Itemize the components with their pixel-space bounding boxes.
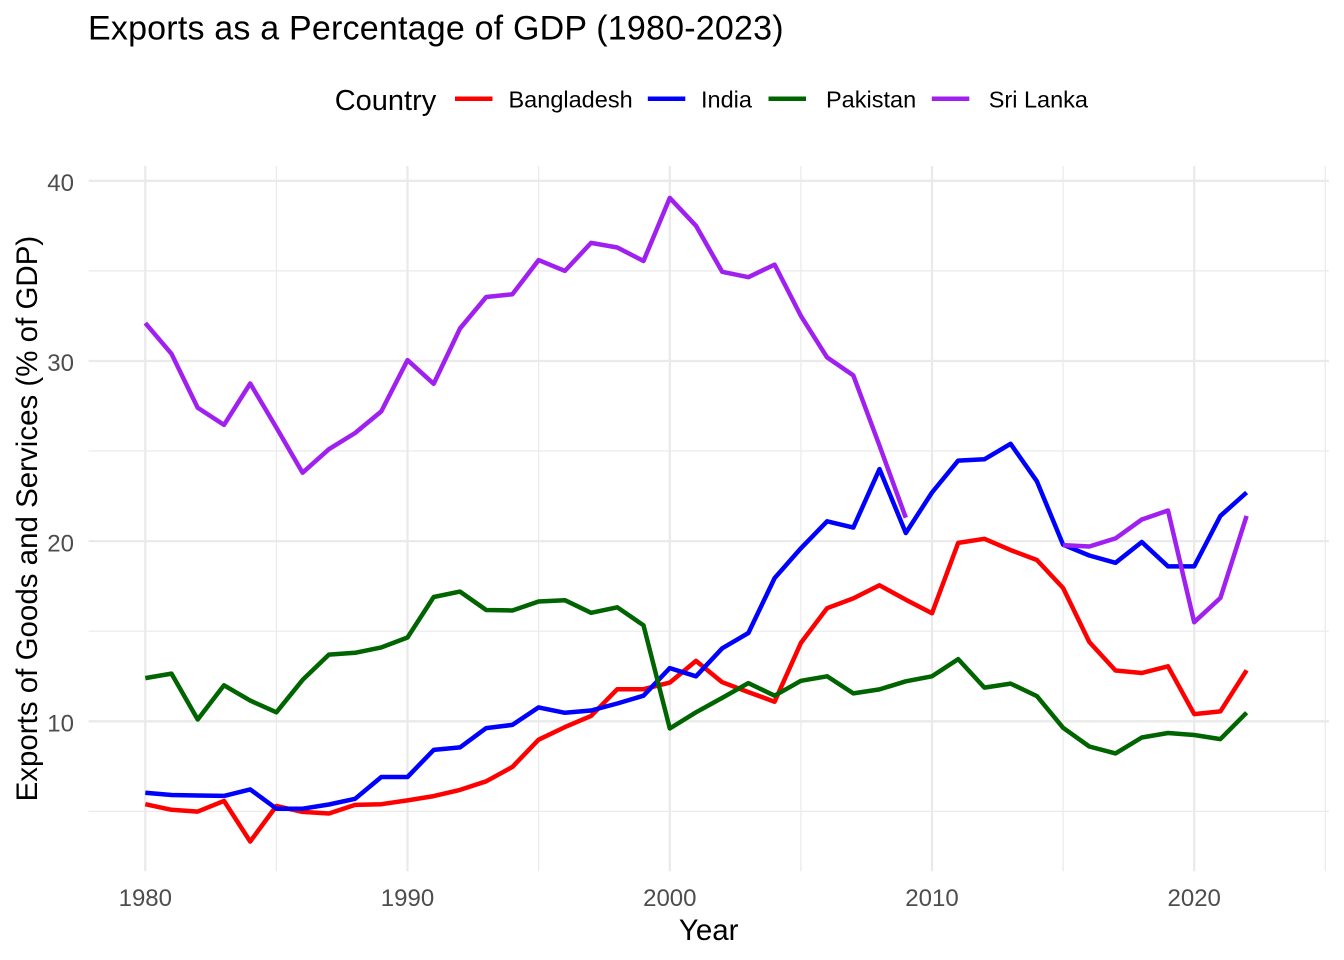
svg-text:1990: 1990 — [381, 885, 434, 912]
svg-text:30: 30 — [47, 350, 74, 377]
svg-text:Pakistan: Pakistan — [826, 86, 916, 112]
svg-text:2020: 2020 — [1168, 885, 1221, 912]
svg-text:Country: Country — [335, 85, 437, 117]
svg-text:Exports as a Percentage of GDP: Exports as a Percentage of GDP (1980-202… — [88, 10, 784, 48]
svg-text:India: India — [701, 86, 753, 112]
svg-text:Year: Year — [679, 914, 739, 947]
svg-text:1980: 1980 — [119, 885, 172, 912]
svg-text:Bangladesh: Bangladesh — [509, 86, 633, 112]
svg-text:2010: 2010 — [905, 885, 958, 912]
svg-text:Sri Lanka: Sri Lanka — [989, 86, 1089, 112]
svg-text:10: 10 — [47, 711, 74, 738]
svg-text:40: 40 — [47, 170, 74, 197]
svg-text:2000: 2000 — [643, 885, 696, 912]
svg-text:20: 20 — [47, 530, 74, 557]
svg-text:Exports of Goods and Services: Exports of Goods and Services (% of GDP) — [11, 236, 44, 802]
